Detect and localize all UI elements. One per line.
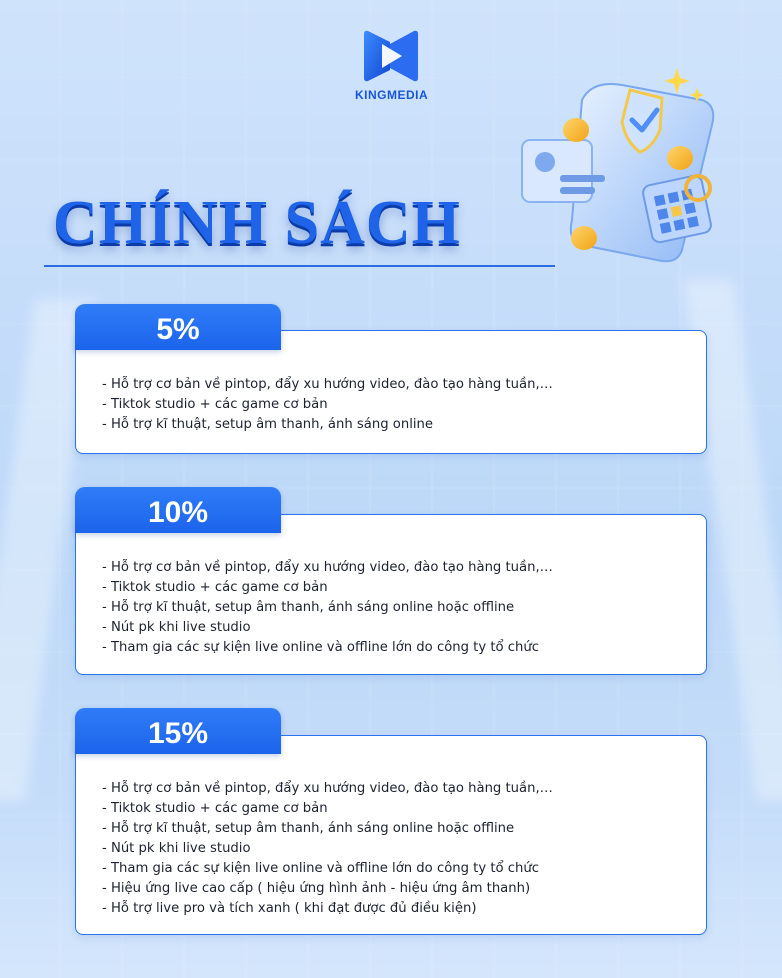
plan-tab-10: 10% (75, 487, 281, 533)
benefit-item: - Tiktok studio + các game cơ bản (102, 397, 328, 412)
benefit-item: - Nút pk khi live studio (102, 620, 251, 635)
plan-card-10: - Hỗ trợ cơ bản về pintop, đẩy xu hướng … (75, 514, 707, 675)
benefit-item: - Hỗ trợ cơ bản về pintop, đẩy xu hướng … (102, 560, 553, 575)
benefit-item: - Hỗ trợ live pro và tích xanh ( khi đạt… (102, 901, 477, 916)
plan-tab-15: 15% (75, 708, 281, 754)
plan-tab-5: 5% (75, 304, 281, 350)
plan-benefits-list: - Hỗ trợ cơ bản về pintop, đẩy xu hướng … (102, 558, 706, 658)
benefit-item: - Tiktok studio + các game cơ bản (102, 580, 328, 595)
play-logo-icon (364, 30, 418, 82)
policy-document-illustration (521, 68, 715, 263)
benefit-item: - Tham gia các sự kiện live online và of… (102, 861, 539, 876)
benefit-item: - Tham gia các sự kiện live online và of… (102, 640, 539, 655)
brand-name: KINGMEDIA (355, 88, 429, 102)
benefit-item: - Hỗ trợ kĩ thuật, setup âm thanh, ánh s… (102, 821, 515, 836)
plan-card-5: - Hỗ trợ cơ bản về pintop, đẩy xu hướng … (75, 330, 707, 454)
plan-card-15: - Hỗ trợ cơ bản về pintop, đẩy xu hướng … (75, 735, 707, 935)
benefit-item: - Tiktok studio + các game cơ bản (102, 801, 328, 816)
benefit-item: - Hỗ trợ kĩ thuật, setup âm thanh, ánh s… (102, 600, 515, 615)
plan-benefits-list: - Hỗ trợ cơ bản về pintop, đẩy xu hướng … (102, 375, 706, 435)
page-title: CHÍNH SÁCH (53, 189, 461, 257)
benefit-item: - Hỗ trợ cơ bản về pintop, đẩy xu hướng … (102, 781, 553, 796)
benefit-item: - Hỗ trợ kĩ thuật, setup âm thanh, ánh s… (102, 417, 433, 432)
brand-logo: KINGMEDIA (355, 30, 429, 102)
benefit-item: - Hỗ trợ cơ bản về pintop, đẩy xu hướng … (102, 377, 553, 392)
title-underline (44, 265, 555, 267)
benefit-item: - Hiệu ứng live cao cấp ( hiệu ứng hình … (102, 881, 531, 896)
benefit-item: - Nút pk khi live studio (102, 841, 251, 856)
plan-benefits-list: - Hỗ trợ cơ bản về pintop, đẩy xu hướng … (102, 779, 706, 919)
